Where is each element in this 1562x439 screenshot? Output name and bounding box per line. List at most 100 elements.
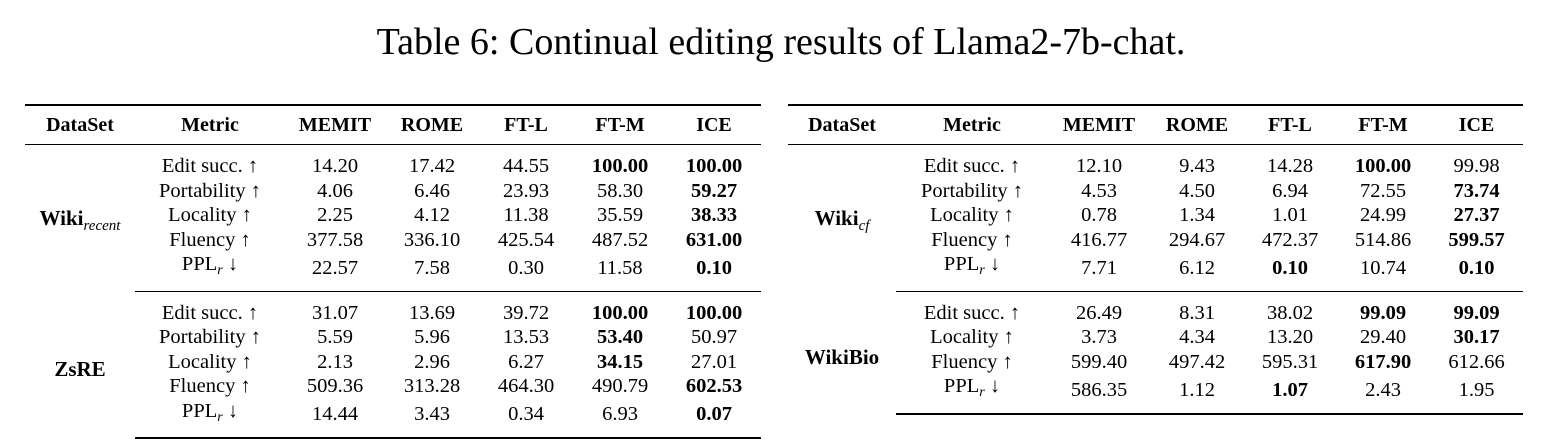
value-cell: 3.73	[1081, 326, 1117, 348]
metric-name: Edit succ. ↑	[161, 301, 259, 324]
value-cell: 17.42	[408, 155, 456, 177]
results-table-left: DataSet Metric MEMIT ROME FT-L FT-M ICE Wikirec…	[25, 104, 761, 439]
value-cell: 1.07	[1244, 374, 1336, 415]
table-row: Locality ↑ 3.73 4.34 13.20 29.40 30.17	[788, 325, 1523, 350]
value-cell: 99.98	[1453, 155, 1500, 177]
value-cell: 22.57	[285, 252, 385, 292]
value-cell: 100.00	[591, 301, 649, 324]
value-cell: 586.35	[1048, 374, 1150, 415]
value-cell: 464.30	[497, 375, 555, 397]
column-header: ROME	[385, 104, 479, 145]
value-cell: 0.10	[1430, 252, 1523, 292]
value-cell: 100.00	[685, 155, 743, 177]
metric-cell: Fluency ↑	[896, 350, 1048, 375]
value-cell: 612.66	[1448, 350, 1505, 373]
metric-name: Fluency ↑	[931, 350, 1013, 373]
value-cell: 11.58	[573, 252, 667, 292]
metric-name: PPL	[943, 375, 980, 397]
metric-name: PPL	[181, 253, 218, 275]
value-cell: 2.43	[1336, 374, 1430, 415]
metric-name: Portability ↑	[159, 326, 261, 348]
value-cell: 6.46	[414, 179, 450, 202]
value-cell: 1.95	[1430, 374, 1523, 415]
value-cell: 490.79	[591, 375, 649, 397]
metric-name: PPL	[181, 399, 218, 422]
table-row: Locality ↑ 2.13 2.96 6.27 34.15 27.01	[25, 350, 761, 375]
value-cell: 24.99	[1359, 204, 1407, 226]
metric-cell: Locality ↑	[135, 203, 285, 228]
value-cell: 30.17	[1453, 326, 1500, 348]
column-header: ICE	[1430, 104, 1523, 145]
value-cell: 1.34	[1179, 204, 1215, 226]
value-cell: 100.00	[591, 155, 649, 177]
value-cell: 4.34	[1179, 326, 1215, 348]
table-row: Wikirecent Edit succ. ↑ 14.20 17.42 44.55 100…	[25, 145, 761, 234]
metric-name: Edit succ. ↑	[161, 155, 259, 177]
value-cell: 72.55	[1359, 179, 1407, 202]
table-row: Fluency ↑ 416.77 294.67 472.37 514.86 599.57	[788, 228, 1523, 253]
dataset-cell: ZsRE	[25, 291, 135, 438]
value-cell: 595.31	[1261, 350, 1319, 373]
column-header: ICE	[667, 104, 761, 145]
value-cell: 2.13	[317, 350, 353, 373]
metric-name: Edit succ. ↑	[923, 301, 1021, 324]
value-cell: 39.72	[502, 301, 550, 324]
value-cell: 12.10	[1075, 155, 1123, 177]
column-header: MEMIT	[285, 104, 385, 145]
value-cell: 2.96	[414, 350, 450, 373]
dataset-name: ZsRE	[54, 356, 106, 381]
metric-cell: Locality ↑	[896, 203, 1048, 228]
value-cell: 514.86	[1354, 228, 1412, 251]
value-cell: 1.01	[1272, 204, 1308, 226]
metric-name: Locality ↑	[930, 204, 1014, 226]
metric-cell: Edit succ. ↑	[135, 291, 285, 325]
metric-cell: PPLr ↓	[135, 252, 285, 292]
table-row: Locality ↑ 2.25 4.12 11.38 35.59 38.33	[25, 203, 761, 228]
results-table-right: DataSet Metric MEMIT ROME FT-L FT-M ICE Wikicf E…	[788, 104, 1523, 415]
table-row: Portability ↑ 4.53 4.50 6.94 72.55 73.74	[788, 179, 1523, 204]
value-cell: 38.33	[690, 204, 738, 226]
value-cell: 416.77	[1070, 228, 1128, 251]
value-cell: 2.25	[317, 204, 353, 226]
metric-cell: Fluency ↑	[135, 374, 285, 399]
metric-arrow: ↓	[222, 253, 239, 275]
metric-cell: Portability ↑	[896, 179, 1048, 204]
value-cell: 50.97	[690, 326, 738, 348]
value-cell: 602.53	[685, 375, 743, 397]
dataset-name: Wiki	[39, 206, 84, 231]
value-cell: 27.01	[690, 350, 738, 373]
value-cell: 631.00	[685, 228, 743, 251]
value-cell: 23.93	[502, 179, 550, 202]
table-row: PPLr ↓ 14.44 3.43 0.34 6.93 0.07	[25, 398, 761, 439]
dataset-name: WikiBio	[804, 344, 880, 369]
table-row: WikiBio Edit succ. ↑ 26.49 8.31 38.02 99.09 99…	[788, 291, 1523, 369]
table-row: PPLr ↓ 586.35 1.12 1.07 2.43 1.95	[788, 374, 1523, 415]
column-header: Metric	[896, 104, 1048, 145]
value-cell: 58.30	[596, 179, 644, 202]
metric-cell: Locality ↑	[896, 325, 1048, 350]
dataset-cell: Wikicf	[788, 145, 896, 292]
value-cell: 0.07	[667, 398, 761, 439]
table-row: Locality ↑ 0.78 1.34 1.01 24.99 27.37	[788, 203, 1523, 228]
value-cell: 100.00	[685, 301, 743, 324]
metric-subscript: r	[979, 263, 985, 278]
dataset-cell: WikiBio	[788, 291, 896, 414]
metric-name: Portability ↑	[159, 179, 261, 202]
metric-cell: Edit succ. ↑	[896, 291, 1048, 325]
metric-cell: Portability ↑	[135, 179, 285, 204]
dataset-subscript: cf	[858, 218, 870, 235]
value-cell: 100.00	[1354, 155, 1412, 177]
value-cell: 472.37	[1261, 228, 1319, 251]
column-header: ROME	[1150, 104, 1244, 145]
metric-name: Edit succ. ↑	[923, 155, 1021, 177]
table-row: Fluency ↑ 599.40 497.42 595.31 617.90 612.66	[788, 350, 1523, 375]
metric-cell: Edit succ. ↑	[135, 145, 285, 179]
value-cell: 599.40	[1070, 350, 1128, 373]
value-cell: 29.40	[1359, 326, 1407, 348]
value-cell: 14.28	[1266, 155, 1314, 177]
value-cell: 5.96	[414, 326, 450, 348]
metric-arrow: ↓	[984, 253, 1001, 275]
table-row: Fluency ↑ 377.58 336.10 425.54 487.52 631.00	[25, 228, 761, 253]
metric-subscript: r	[217, 263, 223, 278]
value-cell: 44.55	[502, 155, 550, 177]
